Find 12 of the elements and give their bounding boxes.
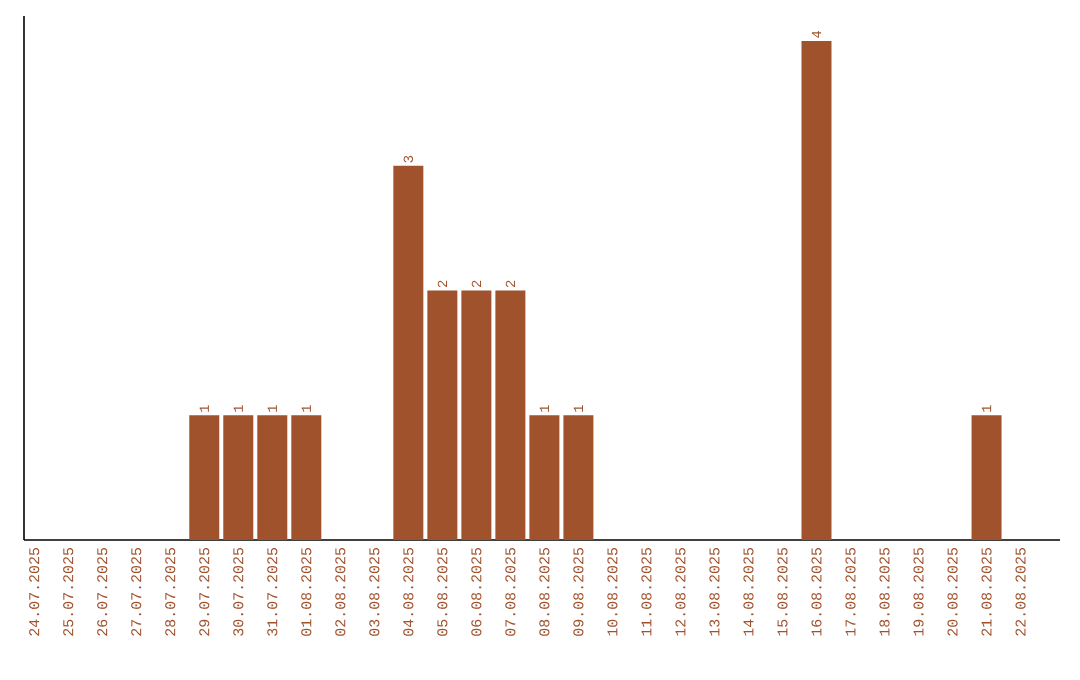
bar bbox=[223, 415, 254, 540]
bar bbox=[461, 290, 492, 540]
bar bbox=[971, 415, 1002, 540]
bar bbox=[291, 415, 322, 540]
bar bbox=[495, 290, 526, 540]
bar bbox=[427, 290, 458, 540]
bar bbox=[801, 40, 832, 540]
bar bbox=[189, 415, 220, 540]
bar bbox=[563, 415, 594, 540]
bar bbox=[529, 415, 560, 540]
bar bbox=[257, 415, 288, 540]
bar bbox=[393, 165, 424, 540]
